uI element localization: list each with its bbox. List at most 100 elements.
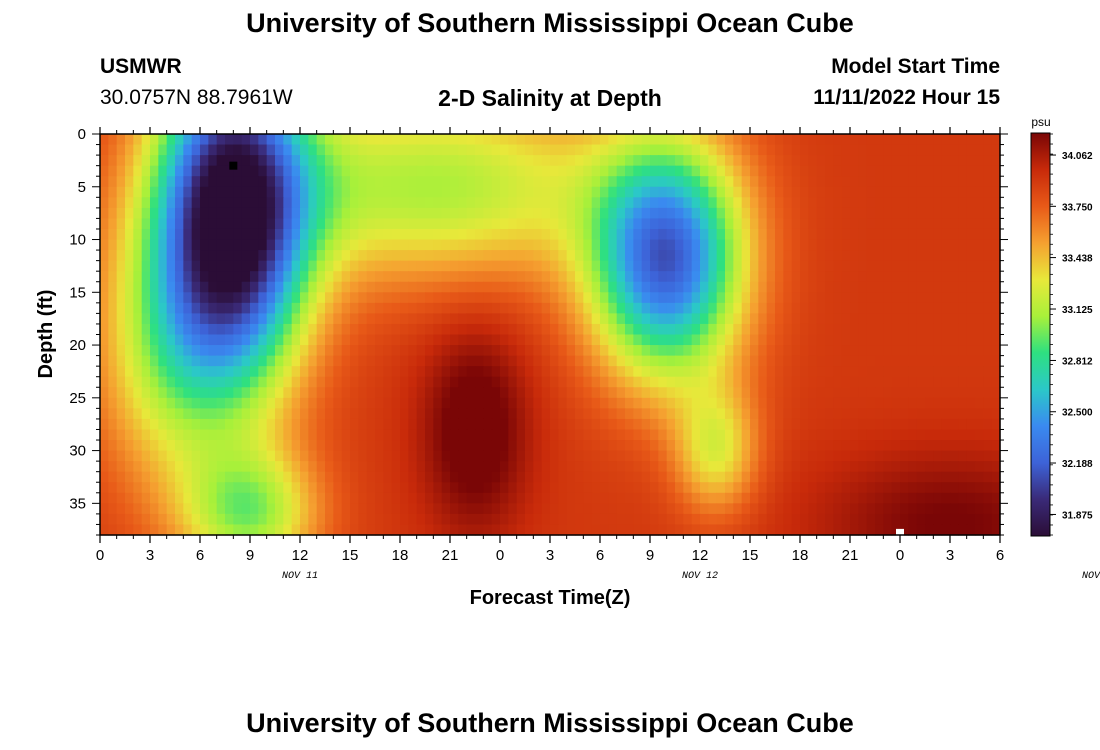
heatmap-cell (841, 313, 851, 325)
heatmap-cell (908, 134, 918, 146)
heatmap-cell (883, 176, 893, 188)
heatmap-cell (975, 482, 984, 494)
heatmap-cell (250, 513, 259, 526)
heatmap-cell (766, 482, 776, 494)
heatmap-cell (883, 492, 893, 504)
heatmap-cell (391, 313, 401, 325)
y-axis-title: Depth (ft) (35, 290, 57, 379)
heatmap-cell (391, 429, 401, 441)
heatmap-cell (925, 292, 934, 304)
heatmap-cell (633, 482, 643, 494)
heatmap-cell (800, 165, 809, 177)
heatmap-cell (616, 302, 626, 314)
heatmap-cell (908, 186, 918, 198)
heatmap-cell (391, 492, 401, 504)
heatmap-cell (783, 387, 793, 399)
heatmap-cell (225, 239, 234, 251)
heatmap-cell (350, 408, 359, 420)
heatmap-cell (833, 260, 843, 272)
heatmap-cell (533, 418, 543, 431)
heatmap-cell (633, 155, 643, 167)
heatmap-cell (858, 313, 868, 325)
heatmap-cell (150, 440, 159, 452)
heatmap-cell (325, 429, 334, 441)
heatmap-cell (408, 292, 418, 304)
heatmap-cell (941, 440, 951, 452)
heatmap-cell (375, 155, 384, 167)
heatmap-cell (983, 513, 993, 526)
heatmap-cell (825, 355, 834, 367)
model-start-value: 11/11/2022 Hour 15 (813, 86, 1000, 109)
heatmap-cell (850, 482, 859, 494)
heatmap-cell (158, 334, 168, 346)
heatmap-cell (466, 450, 476, 462)
heatmap-cell (308, 418, 318, 431)
heatmap-cell (458, 397, 468, 409)
heatmap-cell (433, 250, 443, 262)
heatmap-cell (233, 366, 243, 378)
heatmap-cell (200, 165, 209, 177)
heatmap-field (100, 134, 1001, 536)
heatmap-cell (200, 376, 209, 388)
heatmap-cell (100, 334, 109, 346)
heatmap-cell (733, 524, 743, 536)
heatmap-cell (750, 376, 759, 388)
heatmap-cell (741, 408, 751, 420)
heatmap-cell (183, 281, 193, 293)
heatmap-cell (216, 345, 226, 357)
heatmap-cell (275, 334, 284, 346)
heatmap-cell (325, 387, 334, 399)
heatmap-cell (833, 207, 843, 220)
heatmap-cell (191, 503, 201, 515)
heatmap-cell (416, 397, 426, 409)
heatmap-cell (391, 524, 401, 536)
heatmap-cell (666, 387, 676, 399)
heatmap-cell (616, 207, 626, 220)
heatmap-cell (458, 492, 468, 504)
heatmap-cell (216, 313, 226, 325)
heatmap-cell (291, 450, 301, 462)
heatmap-cell (275, 313, 284, 325)
heatmap-cell (283, 450, 293, 462)
heatmap-cell (133, 492, 143, 504)
heatmap-cell (883, 429, 893, 441)
heatmap-cell (975, 134, 984, 146)
heatmap-cell (683, 144, 693, 156)
heatmap-cell (400, 334, 409, 346)
heatmap-cell (883, 418, 893, 431)
heatmap-cell (358, 186, 368, 198)
heatmap-cell (800, 197, 809, 209)
heatmap-cell (191, 471, 201, 483)
heatmap-cell (525, 207, 534, 220)
heatmap-cell (558, 250, 568, 262)
heatmap-cell (783, 197, 793, 209)
heatmap-cell (391, 228, 401, 241)
heatmap-cell (766, 366, 776, 378)
heatmap-cell (650, 207, 659, 220)
heatmap-cell (925, 176, 934, 188)
heatmap-cell (141, 513, 151, 526)
heatmap-cell (775, 239, 784, 251)
heatmap-cell (775, 186, 784, 198)
heatmap-cell (941, 387, 951, 399)
heatmap-cell (600, 440, 609, 452)
heatmap-cell (233, 144, 243, 156)
heatmap-cell (100, 186, 109, 198)
heatmap-cell (825, 281, 834, 293)
heatmap-cell (858, 292, 868, 304)
heatmap-cell (325, 492, 334, 504)
heatmap-cell (658, 429, 668, 441)
heatmap-cell (683, 323, 693, 336)
heatmap-cell (958, 144, 968, 156)
heatmap-cell (458, 302, 468, 314)
heatmap-cell (150, 376, 159, 388)
heatmap-cell (541, 323, 551, 336)
heatmap-cell (633, 387, 643, 399)
heatmap-cell (458, 281, 468, 293)
heatmap-cell (441, 418, 451, 431)
heatmap-cell (983, 334, 993, 346)
heatmap-cell (175, 218, 184, 230)
heatmap-cell (133, 376, 143, 388)
heatmap-cell (908, 355, 918, 367)
heatmap-cell (641, 492, 651, 504)
